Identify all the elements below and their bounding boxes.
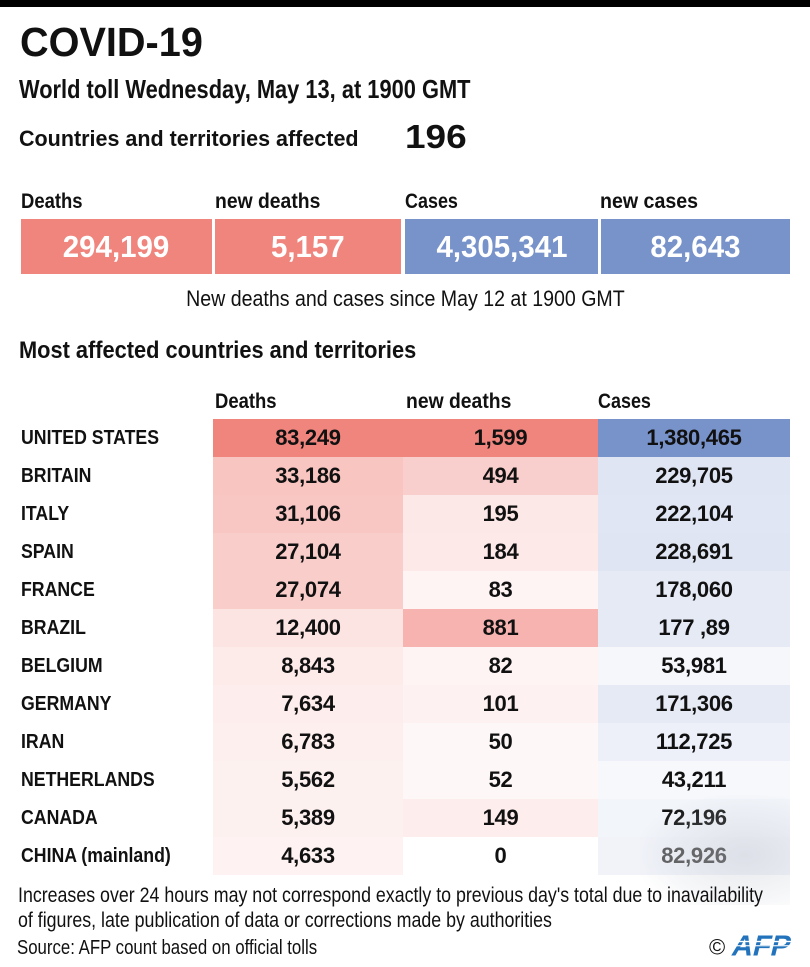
svg-text:©: © bbox=[709, 935, 725, 960]
svg-text:AFP: AFP bbox=[729, 932, 795, 962]
